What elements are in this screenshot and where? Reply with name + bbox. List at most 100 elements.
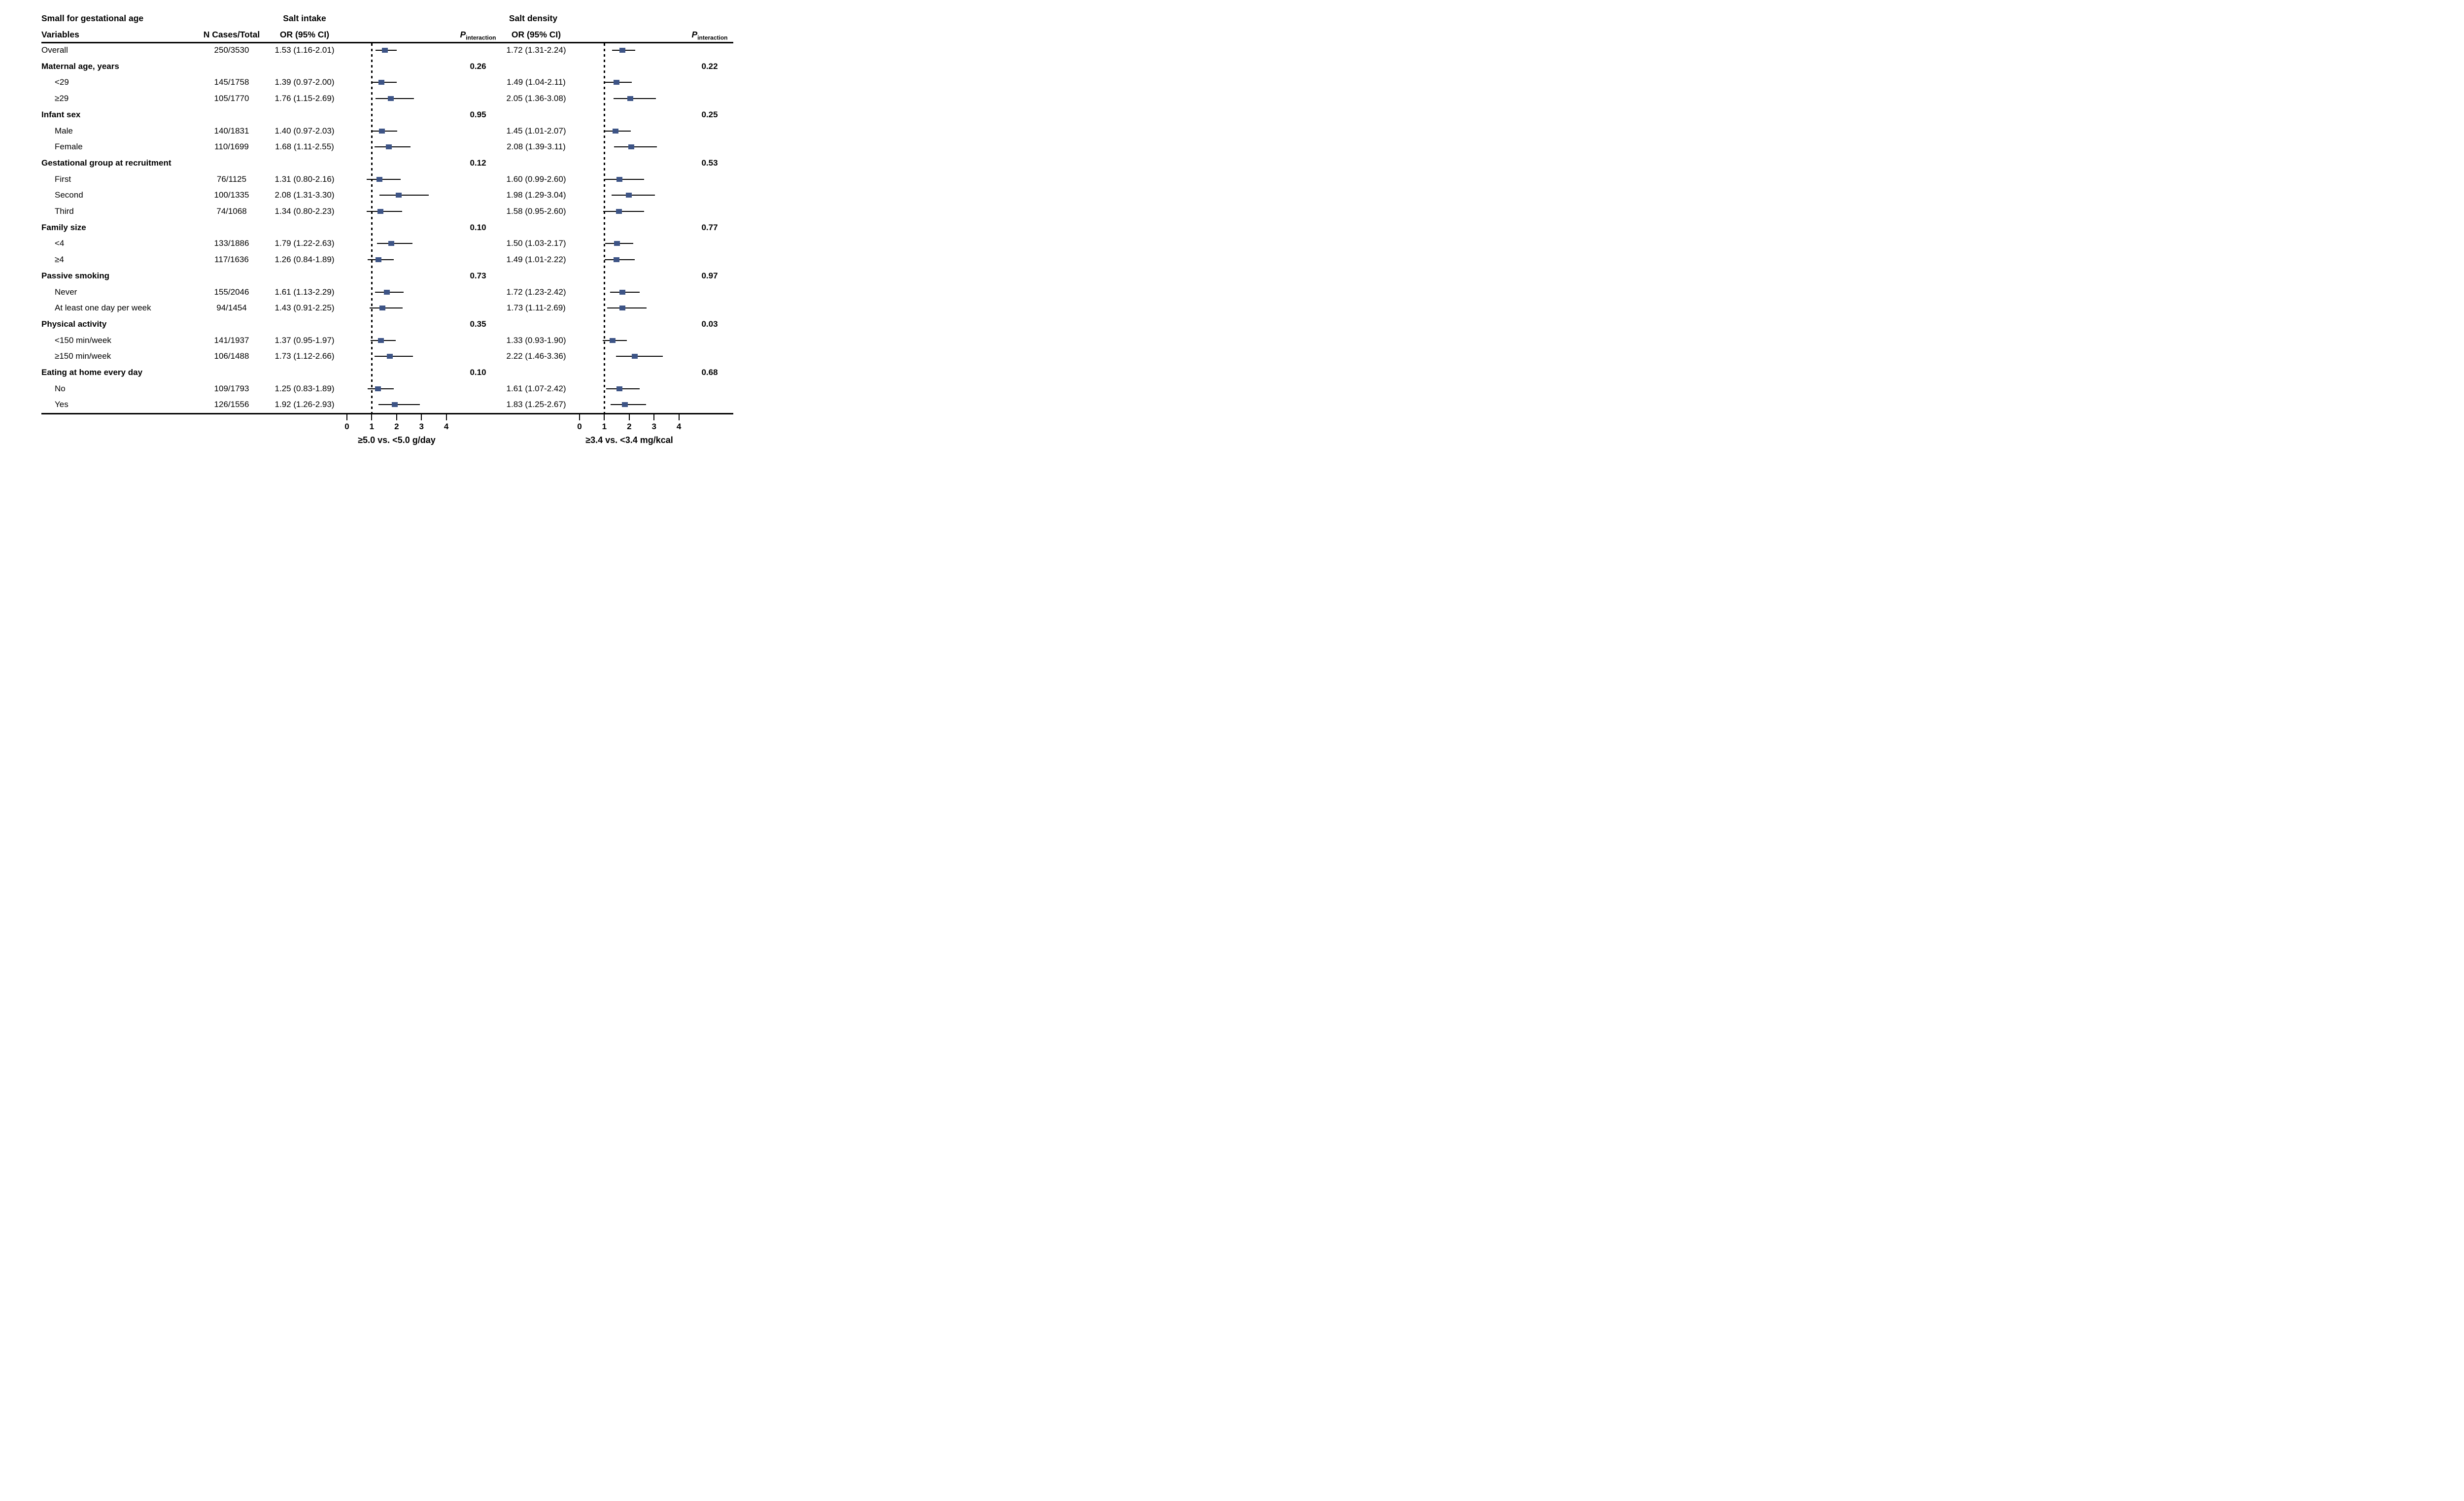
axis-caption-salt-intake: ≥5.0 vs. <5.0 g/day <box>358 435 436 445</box>
or-ci-text-salt-density: 1.58 (0.95-2.60) <box>506 206 566 216</box>
or-ci-text-salt-intake: 1.40 (0.97-2.03) <box>274 126 335 136</box>
n-cases-value: 106/1488 <box>214 351 249 361</box>
ci-line-salt-intake <box>378 404 420 406</box>
variables-header: Variables <box>41 30 79 39</box>
row-label: <150 min/week <box>55 335 111 345</box>
or-ci-header-salt-density: OR (95% CI) <box>511 30 561 39</box>
axis-tick-panel-0 <box>445 414 447 420</box>
or-marker-salt-density <box>610 338 616 343</box>
or-ci-text-salt-density: 1.83 (1.25-2.67) <box>506 400 566 409</box>
row-label: Second <box>55 190 83 200</box>
or-marker-salt-density <box>625 193 632 198</box>
or-marker-salt-density <box>616 209 622 214</box>
or-ci-text-salt-intake: 1.79 (1.22-2.63) <box>274 239 335 248</box>
row-group-label: Passive smoking <box>41 271 109 280</box>
p-interaction-value-salt-density: 0.25 <box>701 109 718 119</box>
axis-tick-panel-0 <box>396 414 397 420</box>
reference-line-salt-intake <box>371 43 373 413</box>
axis-tick-label-panel-0: 4 <box>444 422 449 431</box>
p-italic: P <box>691 30 698 39</box>
p-interaction-value-salt-intake: 0.95 <box>470 109 486 119</box>
row-group-label: Eating at home every day <box>41 368 143 377</box>
axis-tick-label-panel-0: 0 <box>344 422 349 431</box>
panel-title-salt-intake: Salt intake <box>283 13 326 23</box>
or-ci-text-salt-density: 2.22 (1.46-3.36) <box>506 351 566 361</box>
p-interaction-value-salt-density: 0.77 <box>701 222 718 232</box>
or-ci-header-salt-intake: OR (95% CI) <box>279 30 330 39</box>
or-marker-salt-intake <box>378 128 385 134</box>
row-group-label: Physical activity <box>41 319 107 329</box>
n-cases-value: 117/1636 <box>214 255 249 265</box>
or-marker-salt-intake <box>388 241 395 246</box>
figure-title: Small for gestational age <box>41 13 144 23</box>
or-ci-text-salt-intake: 1.34 (0.80-2.23) <box>274 206 335 216</box>
or-ci-text-salt-intake: 1.73 (1.12-2.66) <box>274 351 335 361</box>
p-interaction-header-salt-density: Pinteraction <box>691 29 727 43</box>
or-marker-salt-intake <box>379 306 386 311</box>
or-ci-text-salt-intake: 1.31 (0.80-2.16) <box>274 174 335 184</box>
n-cases-value: 110/1699 <box>214 142 249 152</box>
row-label: ≥4 <box>55 255 64 265</box>
or-marker-salt-intake <box>385 144 392 150</box>
axis-tick-panel-0 <box>346 414 347 420</box>
axis-tick-panel-0 <box>421 414 422 420</box>
or-ci-text-salt-density: 1.72 (1.23-2.42) <box>506 287 566 297</box>
n-cases-value: 76/1125 <box>216 174 247 184</box>
or-marker-salt-density <box>628 144 634 150</box>
p-interaction-value-salt-intake: 0.12 <box>470 158 486 168</box>
axis-tick-label-panel-1: 3 <box>651 422 656 431</box>
or-ci-text-salt-intake: 1.92 (1.26-2.93) <box>274 400 335 409</box>
or-ci-text-salt-intake: 1.43 (0.91-2.25) <box>274 303 335 313</box>
or-marker-salt-intake <box>375 386 381 391</box>
n-cases-value: 133/1886 <box>214 239 249 248</box>
p-interaction-value-salt-density: 0.22 <box>701 61 718 71</box>
n-cases-value: 94/1454 <box>216 303 247 313</box>
axis-tick-panel-1 <box>628 414 630 420</box>
or-ci-text-salt-intake: 1.37 (0.95-1.97) <box>274 335 335 345</box>
or-marker-salt-intake <box>377 209 383 214</box>
n-cases-value: 155/2046 <box>214 287 249 297</box>
or-ci-text-salt-density: 1.72 (1.31-2.24) <box>506 45 566 55</box>
n-cases-value: 145/1758 <box>214 77 249 87</box>
n-cases-value: 141/1937 <box>214 335 249 345</box>
or-ci-text-salt-density: 1.45 (1.01-2.07) <box>506 126 566 136</box>
p-interaction-header-salt-intake: Pinteraction <box>460 29 496 43</box>
p-interaction-value-salt-density: 0.68 <box>701 368 718 377</box>
ci-line-salt-density <box>616 356 663 357</box>
ci-line-salt-density <box>613 98 656 100</box>
p-interaction-value-salt-intake: 0.26 <box>470 61 486 71</box>
row-group-label: Gestational group at recruitment <box>41 158 171 168</box>
or-ci-text-salt-density: 1.50 (1.03-2.17) <box>506 239 566 248</box>
or-marker-salt-intake <box>395 193 402 198</box>
or-ci-text-salt-density: 2.05 (1.36-3.08) <box>506 94 566 103</box>
p-subscript: interaction <box>697 34 728 41</box>
ci-line-salt-intake <box>375 98 414 100</box>
or-marker-salt-intake <box>387 96 394 102</box>
ci-line-salt-intake <box>367 211 403 212</box>
or-ci-text-salt-density: 2.08 (1.39-3.11) <box>507 142 566 152</box>
or-ci-text-salt-density: 1.61 (1.07-2.42) <box>506 383 566 393</box>
ci-line-salt-density <box>614 146 657 148</box>
n-cases-value: 74/1068 <box>216 206 247 216</box>
or-marker-salt-density <box>616 386 623 391</box>
ci-line-salt-intake <box>369 307 403 309</box>
p-interaction-value-salt-intake: 0.10 <box>470 368 486 377</box>
or-ci-text-salt-intake: 1.68 (1.11-2.55) <box>275 142 334 152</box>
or-marker-salt-density <box>627 96 634 102</box>
axis-caption-salt-density: ≥3.4 vs. <3.4 mg/kcal <box>585 435 673 445</box>
n-cases-value: 126/1556 <box>214 400 249 409</box>
axis-tick-panel-1 <box>579 414 580 420</box>
row-label: No <box>55 383 66 393</box>
n-cases-value: 140/1831 <box>214 126 249 136</box>
ci-line-salt-intake <box>379 195 429 196</box>
header-rule <box>41 42 733 43</box>
n-cases-value: 105/1770 <box>214 94 249 103</box>
or-marker-salt-intake <box>376 176 383 182</box>
p-interaction-value-salt-intake: 0.35 <box>470 319 486 329</box>
p-interaction-value-salt-density: 0.03 <box>701 319 718 329</box>
or-ci-text-salt-density: 1.98 (1.29-3.04) <box>506 190 566 200</box>
or-ci-text-salt-intake: 1.39 (0.97-2.00) <box>274 77 335 87</box>
or-marker-salt-density <box>613 128 619 134</box>
row-group-label: Infant sex <box>41 109 81 119</box>
axis-tick-panel-0 <box>371 414 373 420</box>
